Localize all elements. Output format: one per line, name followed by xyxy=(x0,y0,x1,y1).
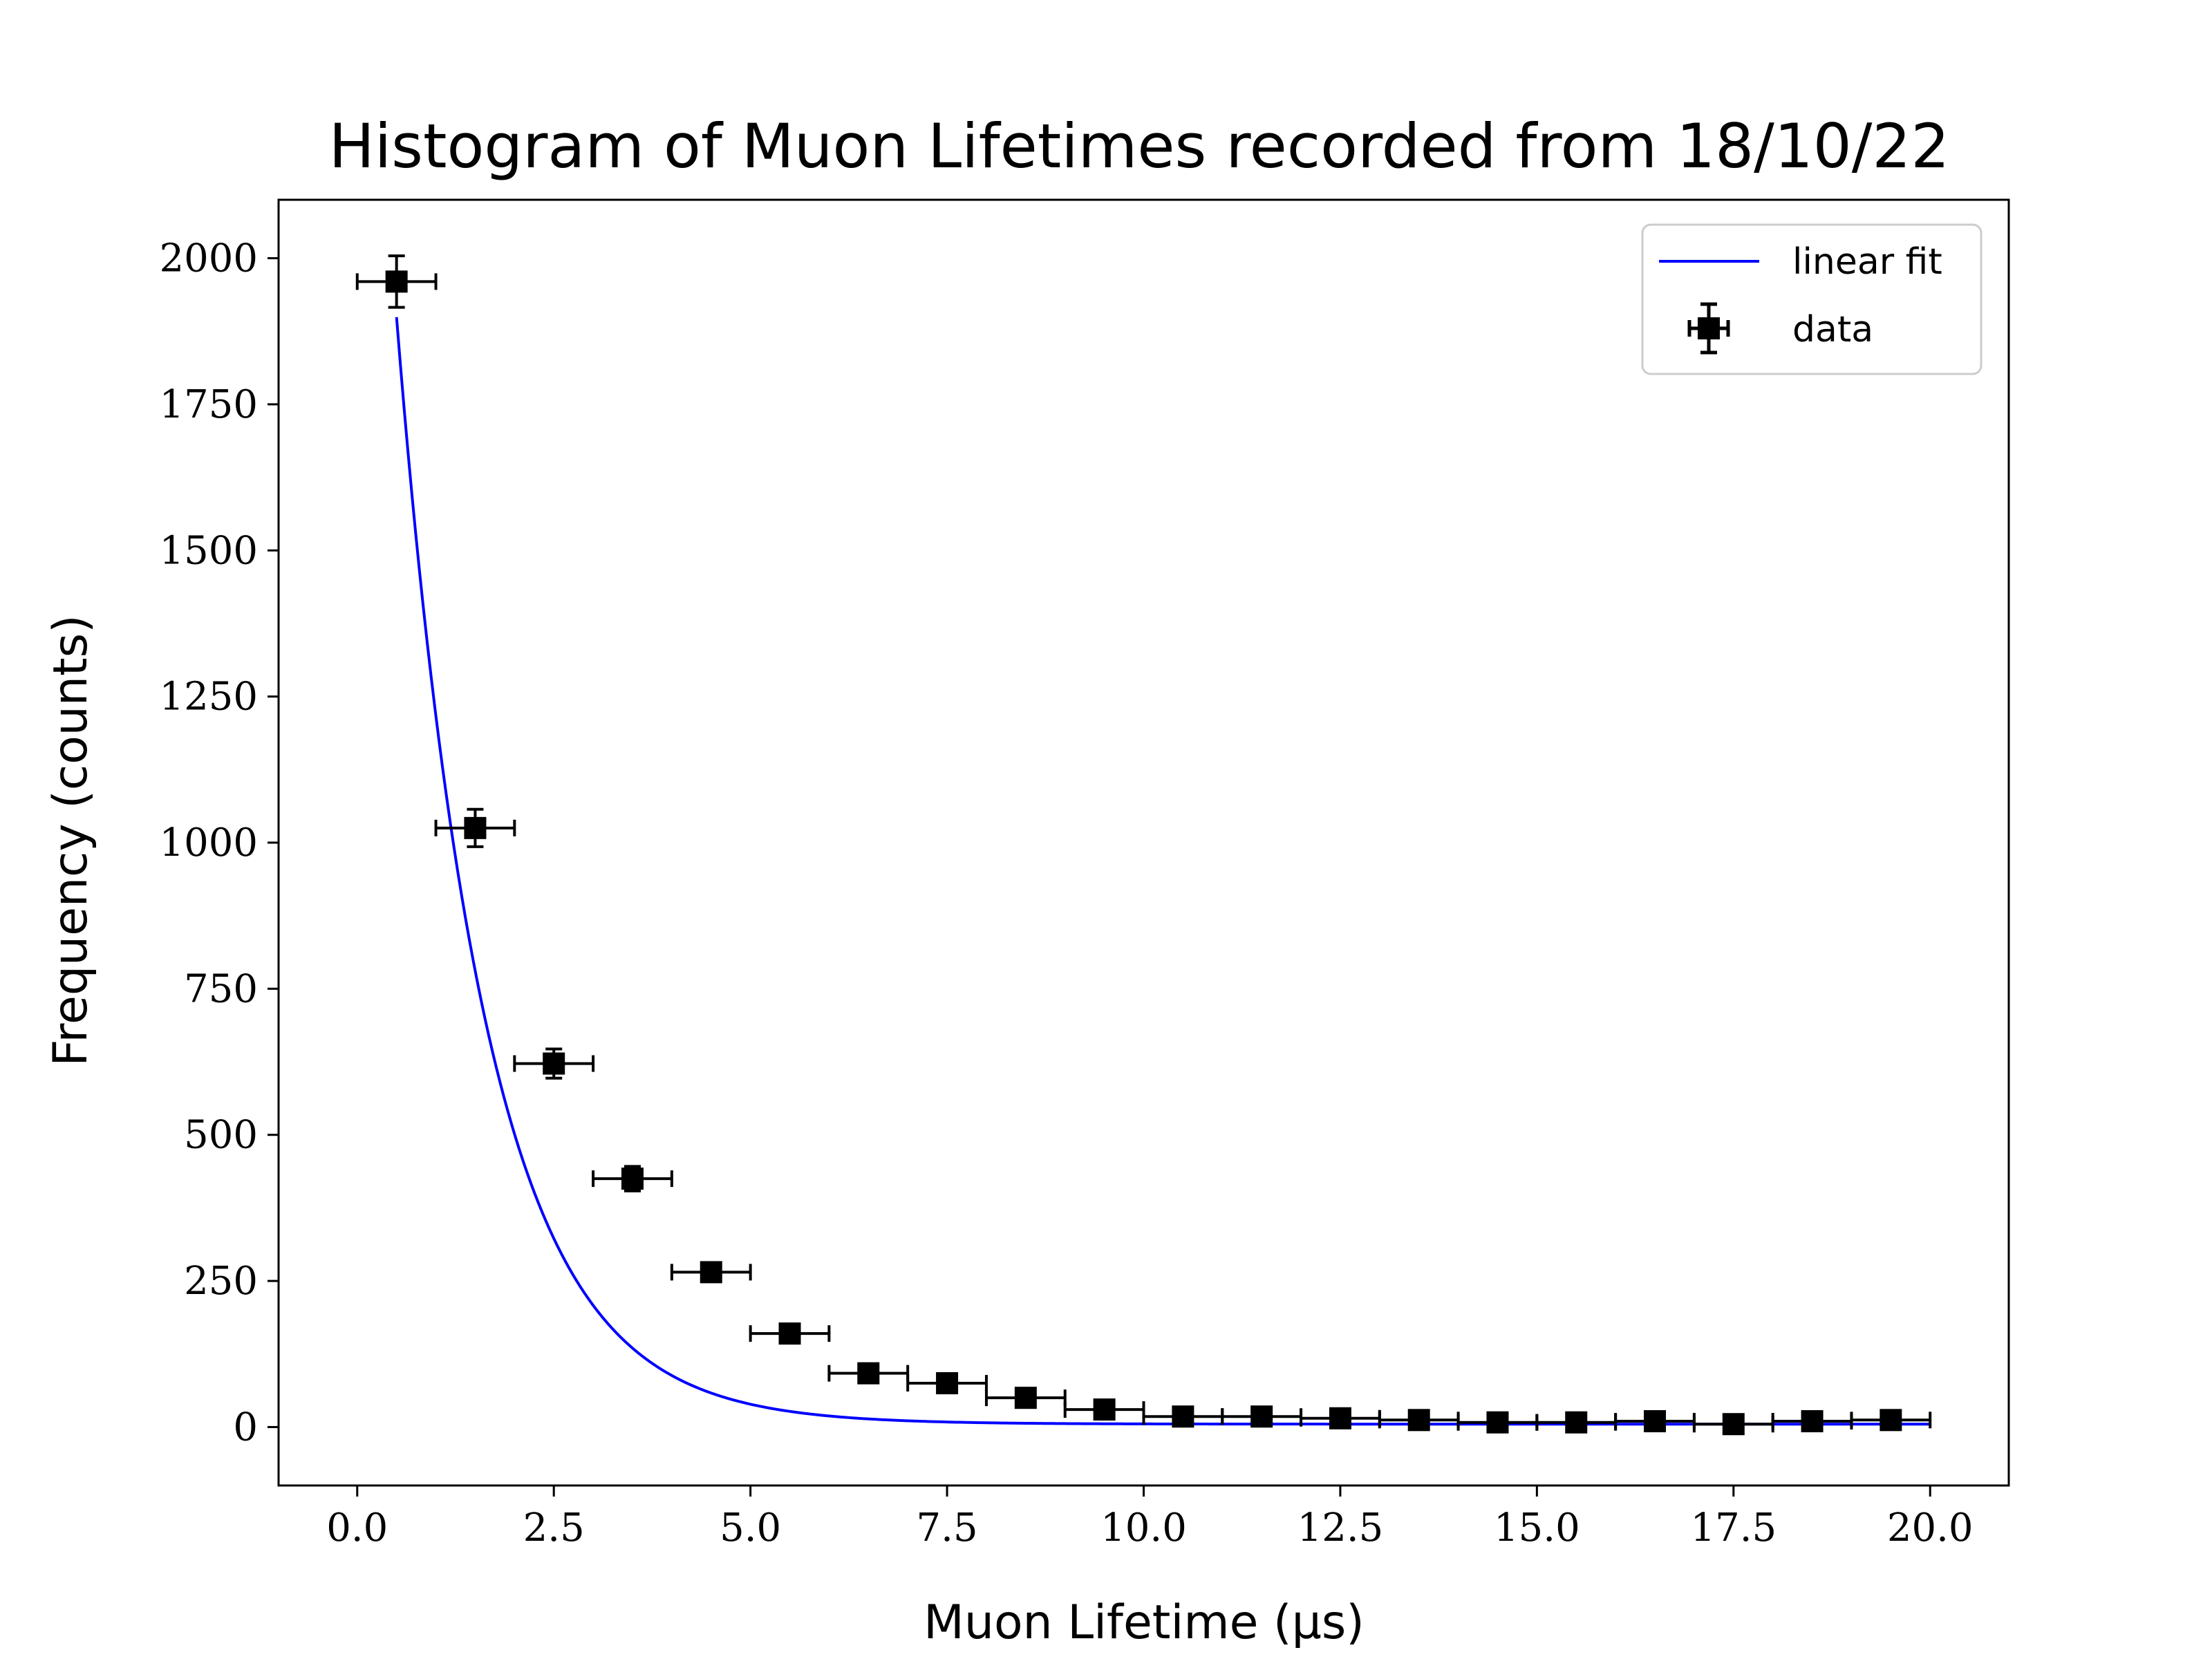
data-point xyxy=(670,1261,752,1284)
y-tick-label: 1500 xyxy=(159,528,258,573)
y-axis-label: Frequency (counts) xyxy=(44,615,98,1066)
data-point xyxy=(1300,1407,1381,1430)
y-tick-label: 2000 xyxy=(159,236,258,281)
x-tick-label: 12.5 xyxy=(1297,1506,1384,1550)
data-point xyxy=(1692,1413,1774,1436)
data-point xyxy=(592,1165,673,1192)
data-marker xyxy=(385,270,408,293)
data-marker xyxy=(1407,1409,1430,1432)
data-marker xyxy=(1093,1398,1116,1421)
data-marker xyxy=(1250,1405,1273,1428)
data-point xyxy=(749,1322,831,1345)
data-marker xyxy=(1565,1411,1588,1434)
data-point xyxy=(1221,1405,1303,1428)
x-axis-label: Muon Lifetime (µs) xyxy=(924,1595,1365,1650)
data-marker xyxy=(464,816,487,839)
data-point xyxy=(1142,1405,1224,1428)
data-point xyxy=(827,1362,910,1385)
legend: linear fit data xyxy=(1641,223,1983,375)
x-tick-label: 5.0 xyxy=(720,1506,781,1550)
legend-data-marker-swatch xyxy=(1687,302,1730,355)
y-tick-label: 250 xyxy=(184,1259,258,1304)
data-marker xyxy=(857,1362,880,1385)
data-marker xyxy=(1722,1413,1745,1436)
y-tick-label: 750 xyxy=(184,966,258,1011)
data-marker xyxy=(1486,1411,1509,1434)
y-tick-label: 1250 xyxy=(159,675,258,720)
legend-data-label: data xyxy=(1792,309,1873,350)
data-marker xyxy=(1880,1409,1902,1432)
axes-frame xyxy=(277,198,2010,1487)
data-point xyxy=(1614,1410,1696,1432)
data-marker xyxy=(1014,1387,1037,1409)
data-marker xyxy=(1644,1410,1667,1432)
data-marker xyxy=(778,1322,801,1345)
data-point xyxy=(1535,1411,1618,1434)
data-marker xyxy=(1329,1407,1351,1430)
y-tick-label: 500 xyxy=(184,1113,258,1158)
x-tick-label: 7.5 xyxy=(917,1506,978,1550)
data-marker xyxy=(543,1052,565,1075)
x-tick-label: 15.0 xyxy=(1494,1506,1580,1550)
fit-curve-line xyxy=(395,317,1931,1426)
data-marker xyxy=(621,1168,644,1190)
data-point xyxy=(355,254,438,309)
data-point xyxy=(1850,1409,1932,1432)
x-tick-label: 17.5 xyxy=(1690,1506,1777,1550)
chart-title: Histogram of Muon Lifetimes recorded fro… xyxy=(329,111,1950,182)
data-point xyxy=(906,1372,988,1395)
y-tick-label: 1750 xyxy=(159,382,258,427)
data-marker xyxy=(700,1261,722,1284)
data-marker xyxy=(1801,1410,1824,1432)
x-tick-label: 0.0 xyxy=(326,1506,388,1550)
y-tick-label: 1000 xyxy=(159,821,258,865)
y-tick-label: 0 xyxy=(233,1405,258,1450)
x-tick-label: 20.0 xyxy=(1887,1506,1974,1550)
legend-fit-label: linear fit xyxy=(1792,241,1942,283)
plot-area xyxy=(355,254,1932,1436)
axis-ticks: 0.0 2.5 5.0 7.5 10.0 12.5 15.0 17.5 20.0 0 250 500 7… xyxy=(159,236,1973,1550)
data-point xyxy=(984,1387,1067,1409)
data-point xyxy=(513,1047,595,1080)
x-tick-label: 2.5 xyxy=(523,1506,585,1550)
data-marker xyxy=(936,1372,959,1395)
x-tick-label: 10.0 xyxy=(1100,1506,1187,1550)
data-marker xyxy=(1172,1405,1194,1428)
data-point xyxy=(434,807,516,848)
